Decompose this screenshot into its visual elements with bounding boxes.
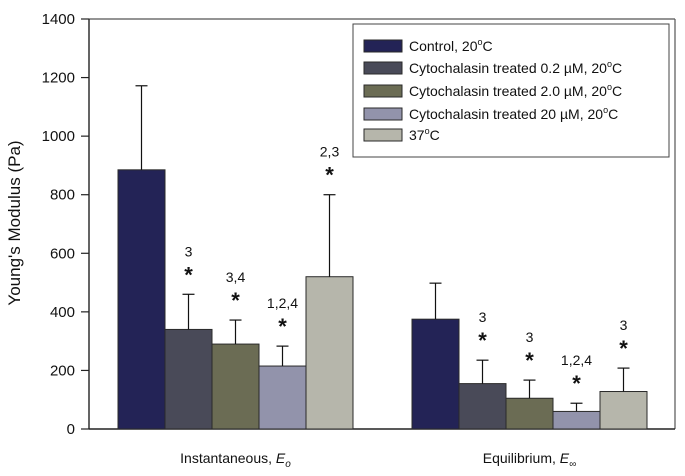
bar bbox=[164, 328, 213, 430]
legend-swatch bbox=[363, 61, 403, 75]
legend-item: 37oC bbox=[363, 126, 440, 143]
y-tick-label: 200 bbox=[50, 362, 75, 379]
y-axis-title: Young's Modulus (Pa) bbox=[5, 140, 24, 305]
significance-label: 2,3 bbox=[320, 144, 340, 160]
legend-label: Control, 20oC bbox=[409, 37, 493, 54]
legend-label: Cytochalasin treated 20 µM, 20oC bbox=[409, 105, 618, 122]
significance-asterisk: * bbox=[525, 348, 534, 373]
legend-item: Cytochalasin treated 0.2 µM, 20oC bbox=[363, 59, 622, 76]
bar bbox=[458, 383, 507, 430]
significance-asterisk: * bbox=[184, 262, 193, 287]
y-tick-label: 400 bbox=[50, 304, 75, 321]
y-axis: 0 200 400 600 800 1000 1200 1400 bbox=[42, 11, 89, 438]
bar bbox=[599, 391, 648, 430]
y-tick-label: 800 bbox=[50, 187, 75, 204]
significance-asterisk: * bbox=[231, 288, 240, 313]
significance-label: 1,2,4 bbox=[561, 352, 592, 368]
significance-label: 3 bbox=[526, 329, 534, 345]
legend-item: Cytochalasin treated 20 µM, 20oC bbox=[363, 105, 618, 122]
y-tick-label: 1400 bbox=[42, 11, 75, 28]
y-tick-label: 600 bbox=[50, 245, 75, 262]
bar bbox=[552, 410, 601, 430]
legend-box bbox=[352, 23, 670, 158]
significance-asterisk: * bbox=[572, 371, 581, 396]
legend-label: Cytochalasin treated 0.2 µM, 20oC bbox=[409, 59, 622, 76]
x-category-label: Equilibrium, E∞ bbox=[483, 450, 577, 470]
y-tick-label: 1200 bbox=[42, 70, 75, 87]
bars: * 3 * 3,4 * 1,2,4 * 2,3 * 3 * 3 * 1,2,4 * 3 bbox=[117, 85, 648, 430]
legend-label: Cytochalasin treated 2.0 µM, 20oC bbox=[409, 82, 622, 99]
legend-swatch bbox=[363, 128, 403, 142]
bar-group-1: * 3 * 3 * 1,2,4 * 3 bbox=[411, 282, 648, 430]
significance-asterisk: * bbox=[478, 328, 487, 353]
significance-asterisk: * bbox=[278, 314, 287, 339]
bar bbox=[305, 276, 354, 430]
bar bbox=[117, 169, 166, 430]
legend-item: Control, 20oC bbox=[363, 37, 493, 54]
significance-label: 3 bbox=[185, 243, 193, 259]
bar bbox=[505, 397, 554, 430]
legend: Control, 20oC Cytochalasin treated 0.2 µM… bbox=[352, 23, 670, 158]
x-category-label: Instantaneous, Eo bbox=[180, 450, 291, 470]
bar bbox=[411, 318, 460, 430]
significance-label: 3 bbox=[479, 309, 487, 325]
bar bbox=[211, 343, 260, 430]
bar bbox=[258, 365, 307, 430]
bar-group-0: * 3 * 3,4 * 1,2,4 * 2,3 bbox=[117, 85, 354, 430]
y-tick-label: 1000 bbox=[42, 128, 75, 145]
significance-label: 3 bbox=[620, 317, 628, 333]
legend-swatch bbox=[363, 84, 403, 98]
legend-label: 37oC bbox=[409, 126, 440, 143]
legend-swatch bbox=[363, 39, 403, 53]
x-axis-categories: Instantaneous, Eo Equilibrium, E∞ bbox=[180, 450, 576, 470]
significance-label: 3,4 bbox=[226, 269, 246, 285]
significance-asterisk: * bbox=[325, 163, 334, 188]
significance-label: 1,2,4 bbox=[267, 295, 298, 311]
y-tick-label: 0 bbox=[67, 421, 75, 438]
significance-asterisk: * bbox=[619, 336, 628, 361]
legend-item: Cytochalasin treated 2.0 µM, 20oC bbox=[363, 82, 622, 99]
legend-swatch bbox=[363, 107, 403, 121]
